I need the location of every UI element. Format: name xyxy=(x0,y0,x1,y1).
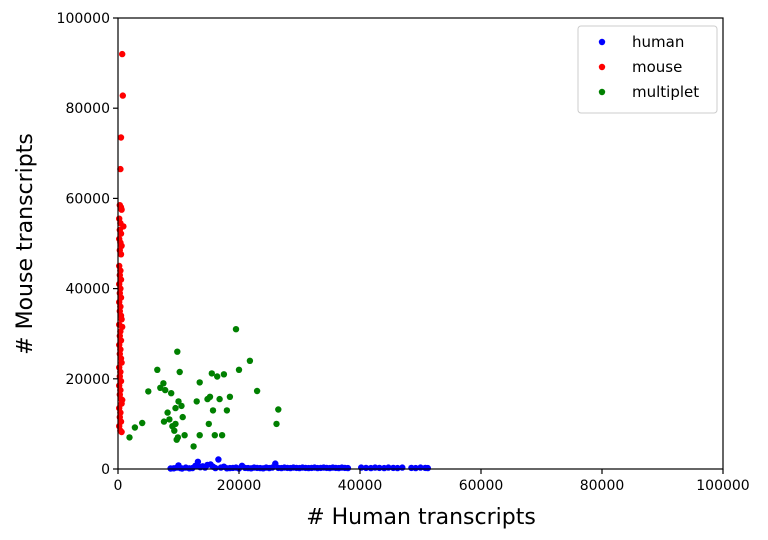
mouse-point xyxy=(117,165,124,173)
multiplet-point xyxy=(176,368,183,376)
multiplet-point xyxy=(226,393,234,400)
x-tick-label: 80000 xyxy=(580,478,625,494)
multiplet-point xyxy=(190,443,197,450)
mouse-point xyxy=(117,251,125,258)
multiplet-point xyxy=(126,434,133,441)
multiplet-point xyxy=(162,386,169,394)
x-axis-title: # Human transcripts xyxy=(306,505,536,530)
multiplet-point xyxy=(179,413,186,421)
mouse-point xyxy=(119,50,126,58)
x-tick-label: 60000 xyxy=(459,478,504,494)
human-point xyxy=(194,458,202,465)
multiplet-point xyxy=(273,420,280,428)
multiplet-point xyxy=(181,432,188,439)
legend-box xyxy=(577,25,718,114)
multiplet-point xyxy=(178,402,185,410)
multiplet-point xyxy=(154,366,161,373)
multiplet-point xyxy=(246,357,254,364)
multiplet-point xyxy=(205,420,212,428)
multiplet-point xyxy=(253,387,261,395)
x-tick-label: 100000 xyxy=(696,478,749,494)
multiplet-point xyxy=(139,419,146,427)
mouse-point xyxy=(117,230,125,237)
y-tick-label: 20000 xyxy=(65,372,110,388)
human-point xyxy=(399,464,406,471)
multiplet-point xyxy=(223,407,231,414)
multiplet-point xyxy=(157,384,164,391)
legend-label: multiplet xyxy=(632,83,699,101)
human-point xyxy=(215,456,222,463)
multiplet-point xyxy=(160,418,168,425)
plot-frame xyxy=(117,17,724,470)
multiplet-point xyxy=(174,348,181,355)
mouse-point xyxy=(119,92,127,99)
mouse-point xyxy=(118,428,125,436)
mouse-point xyxy=(117,134,125,141)
multiplet-point xyxy=(175,398,182,405)
multiplet-point xyxy=(208,370,215,377)
multiplet-point xyxy=(172,420,179,428)
legend: human mouse multiplet xyxy=(577,25,718,114)
multiplet-point xyxy=(131,424,139,431)
y-tick-label: 60000 xyxy=(65,191,110,207)
multiplet-point xyxy=(160,380,167,387)
legend-label: mouse xyxy=(632,58,682,76)
legend-marker xyxy=(598,63,606,71)
y-tick-label: 0 xyxy=(101,462,110,478)
y-axis-title: # Mouse transcripts xyxy=(13,133,38,355)
multiplet-point xyxy=(196,379,203,386)
y-tick-label: 40000 xyxy=(65,282,110,298)
mouse-point xyxy=(118,316,125,323)
human-point xyxy=(424,464,431,472)
axes-layer: 0 20000 40000 60000 80000 100000 0 20000 40000 60… xyxy=(57,11,750,494)
x-tick-label: 0 xyxy=(114,478,123,494)
multiplet-point xyxy=(206,393,214,400)
multiplet-point xyxy=(196,432,203,439)
multiplet-point xyxy=(214,373,221,380)
points-layer xyxy=(116,50,431,472)
multiplet-point xyxy=(174,434,182,441)
multiplet-point xyxy=(275,406,282,413)
multiplet-point xyxy=(235,366,243,373)
y-tick-label: 100000 xyxy=(57,11,110,27)
multiplet-point xyxy=(171,427,178,434)
human-point xyxy=(212,464,219,472)
multiplet-point xyxy=(232,326,240,333)
multiplet-point xyxy=(172,404,179,412)
multiplet-point xyxy=(166,416,173,423)
x-tick-label: 40000 xyxy=(338,478,383,494)
human-point xyxy=(394,464,401,472)
multiplet-point xyxy=(164,409,171,416)
legend-marker xyxy=(598,38,606,46)
multiplet-point xyxy=(216,395,223,403)
human-point xyxy=(344,464,352,472)
legend-marker xyxy=(598,88,606,96)
x-tick-label: 20000 xyxy=(217,478,262,494)
mouse-point xyxy=(118,206,125,213)
multiplet-point xyxy=(168,390,175,397)
y-tick-label: 80000 xyxy=(65,101,110,117)
multiplet-point xyxy=(211,432,218,439)
multiplet-series xyxy=(126,326,282,450)
multiplet-point xyxy=(193,398,200,405)
multiplet-point xyxy=(145,388,152,395)
human-point xyxy=(412,464,419,472)
multiplet-point xyxy=(220,371,228,378)
legend-label: human xyxy=(632,33,684,51)
mouse-series xyxy=(116,50,127,436)
multiplet-point xyxy=(218,432,226,439)
multiplet-point xyxy=(209,407,217,414)
mouse-point xyxy=(118,359,125,366)
